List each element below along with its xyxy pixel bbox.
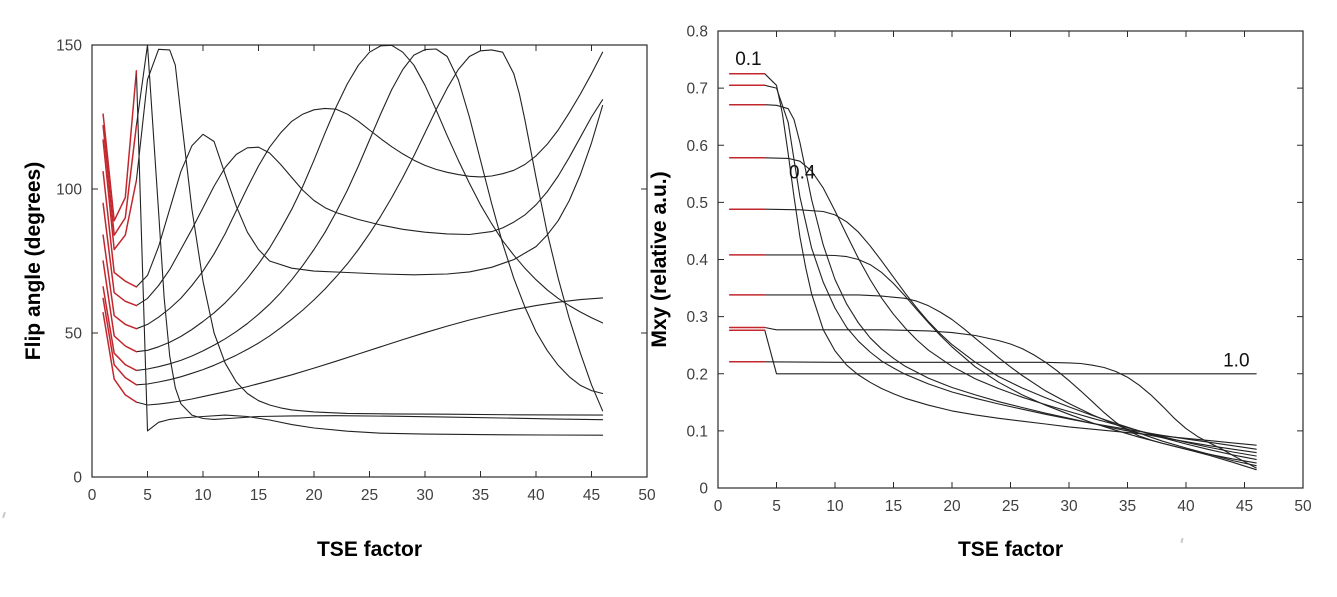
- y-tick-label: 100: [56, 182, 82, 199]
- series-0.8: [764, 326, 1257, 471]
- x-axis: 0 5 10 15 20 25 30 35 40 45 50: [88, 45, 656, 504]
- series-0.9: [135, 49, 604, 412]
- y-tick-label: 0.1: [686, 423, 708, 440]
- axis-box: [91, 44, 648, 478]
- series-0.9: [764, 361, 1257, 469]
- y-tick-label: 0.7: [686, 81, 708, 98]
- y-tick-label: 0.2: [686, 366, 708, 383]
- series-1.0-red-head: [102, 312, 138, 403]
- series-0.1: [135, 70, 604, 436]
- series-0.4-red-head: [102, 170, 138, 288]
- x-tick-label: 15: [250, 487, 267, 504]
- y-tick-label: 0: [73, 470, 82, 487]
- y-tick-label: 0.6: [686, 138, 708, 155]
- x-tick-label: 50: [1294, 498, 1312, 515]
- x-tick-label: 0: [714, 498, 723, 515]
- y-axis-title: Flip angle (degrees): [22, 162, 45, 360]
- x-tick-label: 40: [527, 487, 545, 504]
- x-axis-title: TSE factor: [958, 538, 1063, 561]
- x-tick-label: 45: [583, 487, 600, 504]
- series-0.5: [764, 208, 1257, 460]
- x-tick-label: 45: [1236, 498, 1253, 515]
- series-1.0: [764, 329, 1257, 375]
- x-tick-label: 35: [472, 487, 489, 504]
- series-0.4: [764, 157, 1257, 457]
- series-0.7: [764, 294, 1257, 467]
- series-0.2: [135, 44, 604, 421]
- series-0.6-red-head: [102, 234, 138, 330]
- mxy-chart: 0 5 10 15 20 25 30 35 40 45 5000.10.20.30.40.50.60…: [648, 24, 1312, 562]
- series-0.8-red-head: [102, 286, 138, 372]
- curve-annotation-0.4: 0.4: [789, 163, 816, 184]
- x-axis: 0 5 10 15 20 25 30 35 40 45 50: [714, 31, 1312, 515]
- x-tick-label: 35: [1119, 498, 1136, 515]
- x-tick-label: 40: [1177, 498, 1195, 515]
- y-tick-label: 50: [65, 326, 83, 343]
- curve-annotation-0.1: 0.1: [735, 49, 761, 70]
- series-0.2: [764, 84, 1257, 450]
- series-0.1: [764, 73, 1257, 446]
- y-tick-label: 0: [699, 481, 708, 498]
- x-tick-label: 0: [88, 487, 97, 504]
- series-0.7: [135, 44, 604, 353]
- series-0.3: [764, 104, 1257, 454]
- y-tick-label: 0.5: [686, 195, 708, 212]
- x-tick-label: 20: [943, 498, 961, 515]
- series-0.8: [135, 48, 604, 395]
- series-0.2-red-head: [102, 124, 138, 236]
- x-axis-title: TSE factor: [317, 538, 422, 561]
- y-tick-label: 0.4: [686, 252, 708, 269]
- x-tick-label: 25: [1002, 498, 1019, 515]
- x-tick-label: 20: [305, 487, 323, 504]
- x-tick-label: 30: [1060, 498, 1078, 515]
- series-0.3: [135, 48, 604, 416]
- series-0.1-red-head: [102, 70, 138, 222]
- y-tick-label: 150: [56, 38, 82, 55]
- x-tick-label: 10: [826, 498, 844, 515]
- series-1.0: [135, 297, 604, 406]
- x-tick-label: 15: [885, 498, 902, 515]
- y-tick-label: 0.3: [686, 309, 708, 326]
- series-0.9-red-head: [102, 297, 138, 386]
- x-tick-label: 50: [638, 487, 656, 504]
- series-0.6: [135, 51, 604, 330]
- y-axis-title: Mxy (relative a.u.): [648, 171, 671, 347]
- curve-annotation-1.0: 1.0: [1223, 351, 1249, 372]
- x-tick-label: 10: [194, 487, 212, 504]
- x-tick-label: 5: [772, 498, 781, 515]
- y-tick-label: 0.8: [686, 24, 708, 41]
- series-0.3-red-head: [102, 139, 138, 251]
- flip-angle-chart: 0 5 10 15 20 25 30 35 40 45 50 0 50 100 150 TSE factor F…: [22, 38, 656, 562]
- series-0.4: [135, 104, 604, 288]
- y-axis: 0 50 100 150: [56, 38, 647, 487]
- x-tick-label: 5: [143, 487, 152, 504]
- series-0.5: [135, 99, 604, 307]
- x-tick-label: 30: [416, 487, 434, 504]
- series-0.7-red-head: [102, 260, 138, 353]
- series-0.5-red-head: [102, 202, 138, 307]
- x-tick-label: 25: [361, 487, 378, 504]
- y-axis: 0 0.1 0.2 0.3 0.4 0.5 0.6 0.7 0.8: [686, 24, 1303, 498]
